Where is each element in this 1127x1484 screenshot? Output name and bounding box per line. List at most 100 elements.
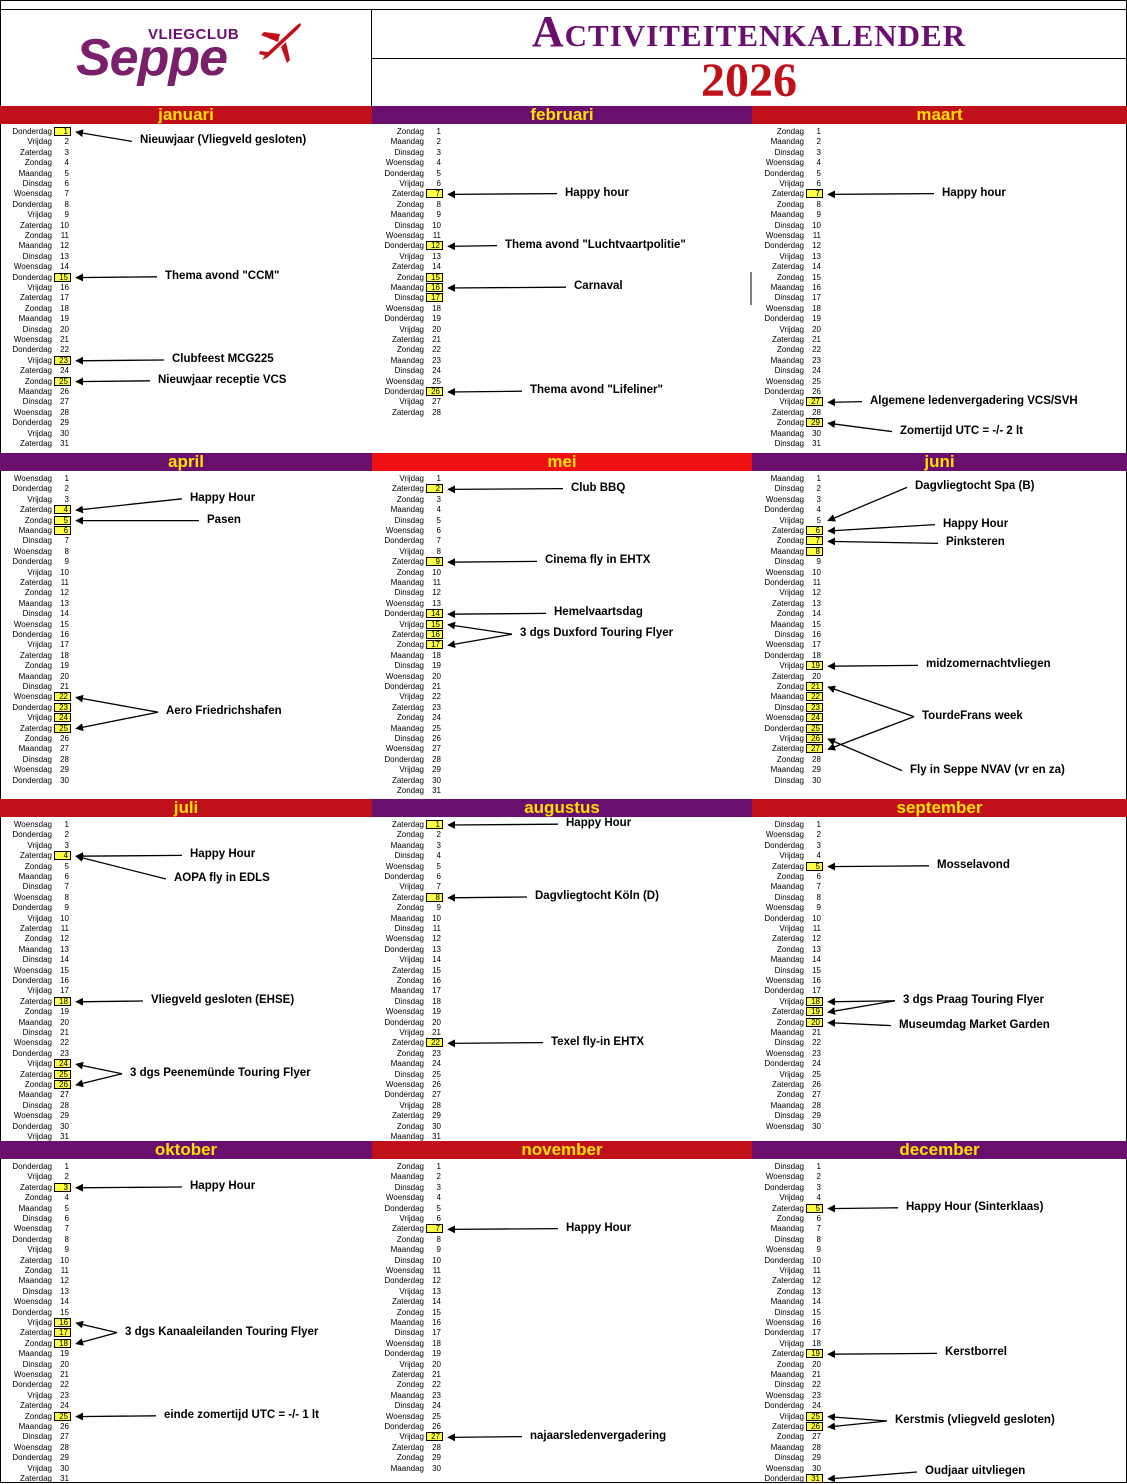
day-number: 9 <box>816 903 821 913</box>
day-number: 18 <box>432 650 441 660</box>
weekday-label: Woensdag <box>765 640 804 650</box>
day-row: Zaterdag 19 <box>772 1007 826 1017</box>
weekday-label: Maandag <box>18 671 52 681</box>
day-number: 13 <box>812 1286 821 1296</box>
day-number: 22 <box>60 1380 69 1390</box>
weekday-label: Woensdag <box>765 830 804 840</box>
month-header-november: november <box>372 1141 752 1159</box>
day-row: Vrijdag 23 <box>27 355 74 366</box>
day-number: 25 <box>432 1411 441 1421</box>
day-row: Woensdag 27 <box>386 744 446 754</box>
event-label: Happy hour <box>942 186 1006 199</box>
weekday-label: Dinsdag <box>22 397 52 407</box>
day-row: Dinsdag 23 <box>775 702 826 713</box>
weekday-label: Vrijdag <box>779 179 804 188</box>
day-row: Maandag 23 <box>391 356 446 366</box>
page-title: Activiteitenkalender <box>531 7 967 56</box>
day-row: Zondag 27 <box>777 1090 826 1100</box>
weekday-label: Maandag <box>18 168 52 178</box>
day-row: Woensdag 22 <box>14 1038 74 1048</box>
weekday-label: Zondag <box>396 713 424 723</box>
weekday-label: Zaterdag <box>19 439 52 448</box>
day-number: 20 <box>60 671 69 681</box>
weekday-label: Donderdag <box>764 1182 804 1192</box>
weekday-label: Woensdag <box>765 713 804 723</box>
day-number: 15 <box>60 965 69 975</box>
day-row: Zaterdag 27 <box>772 744 826 754</box>
day-row: Zaterdag 5 <box>772 1203 826 1214</box>
day-row: Woensdag 25 <box>386 1411 446 1422</box>
weekday-label: Vrijdag <box>399 882 424 892</box>
weekday-label: Dinsdag <box>394 293 424 303</box>
weekday-label: Donderdag <box>12 1121 52 1131</box>
day-row: Woensdag 14 <box>14 1297 74 1307</box>
weekday-label: Maandag <box>18 387 52 396</box>
day-row: Donderdag 30 <box>12 1122 74 1132</box>
day-row: Woensdag 26 <box>386 1080 446 1090</box>
event-label: Aero Friedrichshafen <box>166 705 282 718</box>
day-number: 1 <box>64 474 69 483</box>
weekday-label: Maandag <box>390 210 424 220</box>
day-number: 2 <box>436 830 441 840</box>
weekday-label: Zondag <box>24 661 52 671</box>
day-number: 2 <box>436 1172 441 1182</box>
day-number: 18 <box>432 303 441 313</box>
event-label: Kerstmis (vliegveld gesloten) <box>895 1414 1055 1426</box>
weekday-label: Donderdag <box>12 484 52 494</box>
day-row: Zondag 17 <box>397 640 446 650</box>
day-number: 20 <box>812 324 821 334</box>
highlighted-day-number: 27 <box>806 397 823 407</box>
day-row: Vrijdag 26 <box>779 734 826 744</box>
event-label: Happy Hour <box>190 491 256 504</box>
weekday-label: Zondag <box>396 903 424 913</box>
day-number: 10 <box>60 567 69 577</box>
day-row: Donderdag 21 <box>384 682 446 692</box>
weekday-label: Vrijdag <box>779 324 804 334</box>
highlighted-day-number: 5 <box>806 1203 823 1213</box>
day-row: Donderdag 22 <box>12 345 74 355</box>
weekday-label: Woensdag <box>385 934 424 944</box>
day-number: 30 <box>432 775 441 785</box>
highlighted-day-number: 15 <box>426 272 443 282</box>
weekday-label: Dinsdag <box>774 1234 804 1244</box>
day-row: Donderdag 23 <box>12 1049 74 1059</box>
day-row: Maandag 11 <box>391 578 446 588</box>
day-row: Vrijdag 17 <box>27 640 74 650</box>
weekday-label: Vrijdag <box>27 840 52 850</box>
day-row: Dinsdag 9 <box>775 557 826 567</box>
day-row: Zondag 19 <box>25 661 74 671</box>
day-number: 20 <box>812 671 821 681</box>
event-label: Museumdag Market Garden <box>899 1018 1050 1031</box>
logo-vliegclub-text: VLIEGCLUB <box>148 26 240 43</box>
day-row: Zaterdag 28 <box>772 408 826 418</box>
day-row: Dinsdag 22 <box>775 1038 826 1048</box>
day-row: Maandag 2 <box>391 1172 446 1182</box>
weekday-label: Maandag <box>770 474 804 483</box>
day-number: 13 <box>60 1286 69 1296</box>
day-row: Vrijdag 8 <box>399 547 446 557</box>
day-row: Zaterdag 21 <box>392 335 446 345</box>
weekday-label: Vrijdag <box>779 661 804 671</box>
month-header-maart: maart <box>752 106 1127 124</box>
day-number: 25 <box>432 723 441 733</box>
day-row: Vrijdag 20 <box>399 1360 446 1370</box>
day-number: 7 <box>436 882 441 892</box>
weekday-label: Maandag <box>770 1297 804 1307</box>
weekday-label: Zaterdag <box>391 1038 424 1048</box>
weekday-label: Maandag <box>390 723 424 733</box>
weekday-label: Dinsdag <box>774 439 804 448</box>
day-row: Zaterdag 11 <box>20 578 74 588</box>
weekday-label: Vrijdag <box>27 640 52 650</box>
weekday-label: Zondag <box>776 345 804 355</box>
day-row: Maandag 7 <box>771 882 826 892</box>
day-number: 5 <box>64 861 69 871</box>
day-row: Zondag 8 <box>397 200 446 210</box>
day-number: 21 <box>432 1028 441 1037</box>
day-number: 11 <box>432 231 441 240</box>
day-number: 25 <box>812 1069 821 1079</box>
day-row: Zondag 29 <box>777 418 826 428</box>
day-row: Woensdag 7 <box>14 189 74 199</box>
day-row: Vrijdag 17 <box>27 986 74 996</box>
day-number: 2 <box>64 1172 69 1182</box>
event-label: Dagvliegtocht Spa (B) <box>915 480 1035 493</box>
